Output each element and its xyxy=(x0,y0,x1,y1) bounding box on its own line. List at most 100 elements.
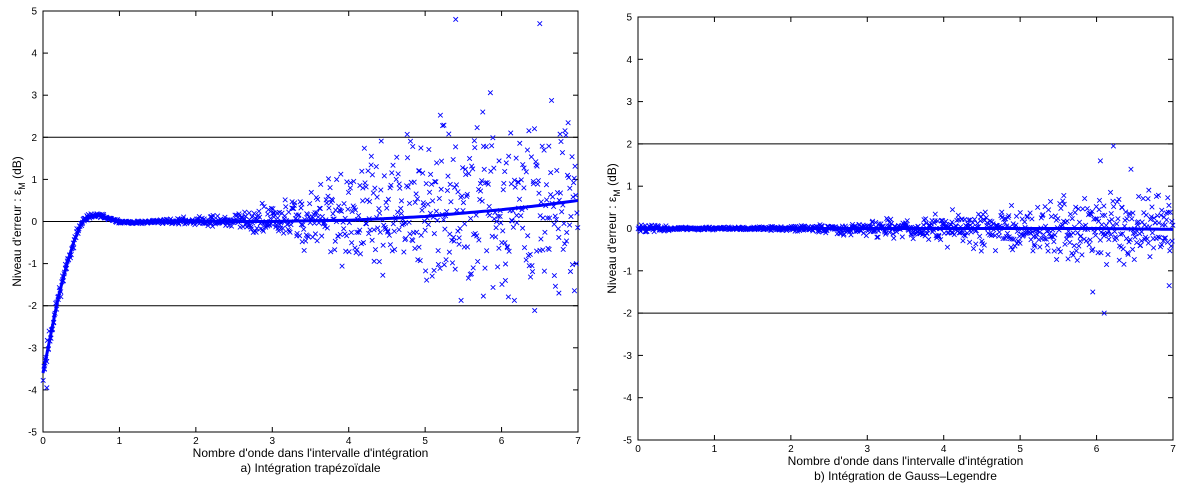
chart-a-x-tick-label: 3 xyxy=(270,436,276,447)
chart-a-scatter-point xyxy=(551,221,557,227)
chart-b-scatter-point xyxy=(1130,210,1136,216)
chart-a-scatter-point xyxy=(387,242,393,248)
chart-a-scatter-point xyxy=(288,222,294,228)
chart-b-y-tick-label: -5 xyxy=(623,436,632,447)
chart-a-scatter-point xyxy=(363,184,369,190)
chart-a-scatter-point xyxy=(530,181,537,187)
chart-a-scatter-point xyxy=(502,168,508,175)
chart-b-scatter-point xyxy=(1047,198,1054,205)
chart-a-scatter-point xyxy=(480,109,486,115)
chart-a-scatter-point xyxy=(249,214,255,220)
chart-a-scatter-point xyxy=(571,175,577,181)
chart-b-scatter-point xyxy=(1036,237,1042,243)
chart-a-scatter-point xyxy=(259,200,265,206)
chart-b-scatter-point xyxy=(996,229,1002,235)
chart-a-scatter-point xyxy=(484,248,490,254)
chart-b-scatter-point xyxy=(1079,252,1085,258)
chart-a-scatter-point xyxy=(210,212,216,219)
chart-a-scatter-point xyxy=(407,138,414,144)
chart-a-scatter-point xyxy=(256,208,262,214)
chart-a-scatter-point xyxy=(269,210,276,217)
chart-a-scatter-point xyxy=(534,163,540,169)
chart-a-scatter-point xyxy=(504,245,510,251)
chart-b-scatter-point xyxy=(1098,250,1104,256)
chart-b-scatter-point xyxy=(1056,246,1062,252)
chart-b-scatter-point xyxy=(1168,243,1174,249)
chart-b-scatter-point xyxy=(949,207,956,213)
chart-b-scatter-point xyxy=(1062,241,1068,247)
chart-b-scatter-point xyxy=(961,232,967,238)
chart-b-scatter-point xyxy=(1093,232,1099,238)
chart-a-scatter-point xyxy=(322,224,328,230)
chart-a-scatter-point xyxy=(332,238,338,244)
chart-b-scatter-point xyxy=(1165,195,1171,201)
chart-a-scatter-point xyxy=(477,188,484,194)
chart-a-scatter-point xyxy=(446,131,452,137)
chart-a-x-tick-label: 2 xyxy=(193,436,199,447)
chart-b-scatter-point xyxy=(1071,243,1077,249)
chart-b-scatter-point xyxy=(1097,237,1103,243)
chart-a-scatter-point xyxy=(465,275,472,281)
chart-a-scatter-point xyxy=(349,240,355,246)
chart-a-scatter-point xyxy=(485,181,491,187)
chart-b-y-tick-label: -3 xyxy=(623,351,632,362)
chart-b-scatter-point xyxy=(1037,244,1043,250)
chart-b-scatter-point xyxy=(1146,187,1152,193)
chart-b-scatter-point xyxy=(1061,201,1067,207)
chart-b-scatter-point xyxy=(920,229,926,235)
chart-a-scatter-point xyxy=(298,205,304,211)
chart-a-scatter-point xyxy=(538,199,544,205)
chart-b-scatter-point xyxy=(1107,189,1114,196)
chart-a-scatter-point xyxy=(472,144,478,151)
chart-b-scatter-point xyxy=(1010,221,1016,227)
chart-a-scatter-point xyxy=(452,266,458,272)
chart-a-scatter-point xyxy=(386,232,392,238)
chart-a-scatter-point xyxy=(474,125,480,131)
chart-a-scatter-point xyxy=(496,158,502,164)
chart-b-scatter-point xyxy=(1076,219,1083,225)
chart-a-scatter-point xyxy=(477,180,484,187)
chart-a-scatter-point xyxy=(561,220,567,227)
chart-a-scatter-point xyxy=(434,160,440,166)
chart-b-y-tick-label: -2 xyxy=(623,309,632,320)
chart-a-scatter-point xyxy=(466,155,473,162)
chart-b-scatter-point xyxy=(1000,235,1006,242)
chart-a-scatter-point xyxy=(40,377,46,384)
chart-a-scatter-point xyxy=(523,169,529,175)
chart-a-scatter-point xyxy=(567,268,574,275)
chart-a-scatter-point xyxy=(421,203,427,209)
chart-a-scatter-point xyxy=(325,176,332,182)
chart-a-scatter-point xyxy=(412,245,418,252)
chart-a-scatter-point xyxy=(502,240,508,246)
chart-a-scatter-point xyxy=(367,227,373,233)
chart-a-scatter-point xyxy=(558,138,564,145)
chart-a-scatter-point xyxy=(506,248,512,254)
chart-a-scatter-point xyxy=(460,199,467,206)
chart-b-scatter-point xyxy=(1024,213,1031,220)
chart-a-scatter-point xyxy=(337,231,343,238)
chart-a-scatter-point xyxy=(539,143,545,149)
chart-a-scatter-point xyxy=(439,123,446,129)
chart-a-scatter-point xyxy=(423,181,429,187)
chart-a-scatter-point xyxy=(245,222,251,228)
chart-a-scatter-point xyxy=(477,196,483,203)
chart-a-scatter-point xyxy=(468,271,475,277)
chart-b-scatter-point xyxy=(960,238,966,244)
chart-a-scatter-point xyxy=(351,178,357,185)
chart-a-scatter-point xyxy=(458,297,464,304)
chart-a-scatter-point xyxy=(267,215,274,222)
chart-a-scatter-point xyxy=(454,207,460,214)
chart-a-scatter-point xyxy=(413,191,419,197)
chart-a-scatter-point xyxy=(557,190,564,196)
chart-b-scatter-point xyxy=(1143,212,1149,218)
chart-b-scatter-point xyxy=(1008,244,1014,250)
chart-b-scatter-point xyxy=(1136,193,1142,200)
chart-a-scatter-point xyxy=(562,241,568,247)
chart-a-scatter-point xyxy=(394,154,400,160)
chart-a-scatter-point xyxy=(466,170,472,177)
chart-b-scatter-point xyxy=(1111,203,1117,210)
chart-a-scatter-point xyxy=(345,189,352,195)
chart-b-scatter-point xyxy=(1162,222,1168,228)
chart-a-scatter-point xyxy=(287,229,293,235)
